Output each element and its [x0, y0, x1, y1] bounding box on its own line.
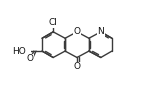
Text: O: O: [73, 27, 81, 36]
Text: HO: HO: [13, 47, 26, 56]
Text: Cl: Cl: [49, 18, 58, 27]
Text: O: O: [73, 62, 81, 71]
Text: N: N: [97, 27, 104, 36]
Text: O: O: [27, 54, 34, 63]
